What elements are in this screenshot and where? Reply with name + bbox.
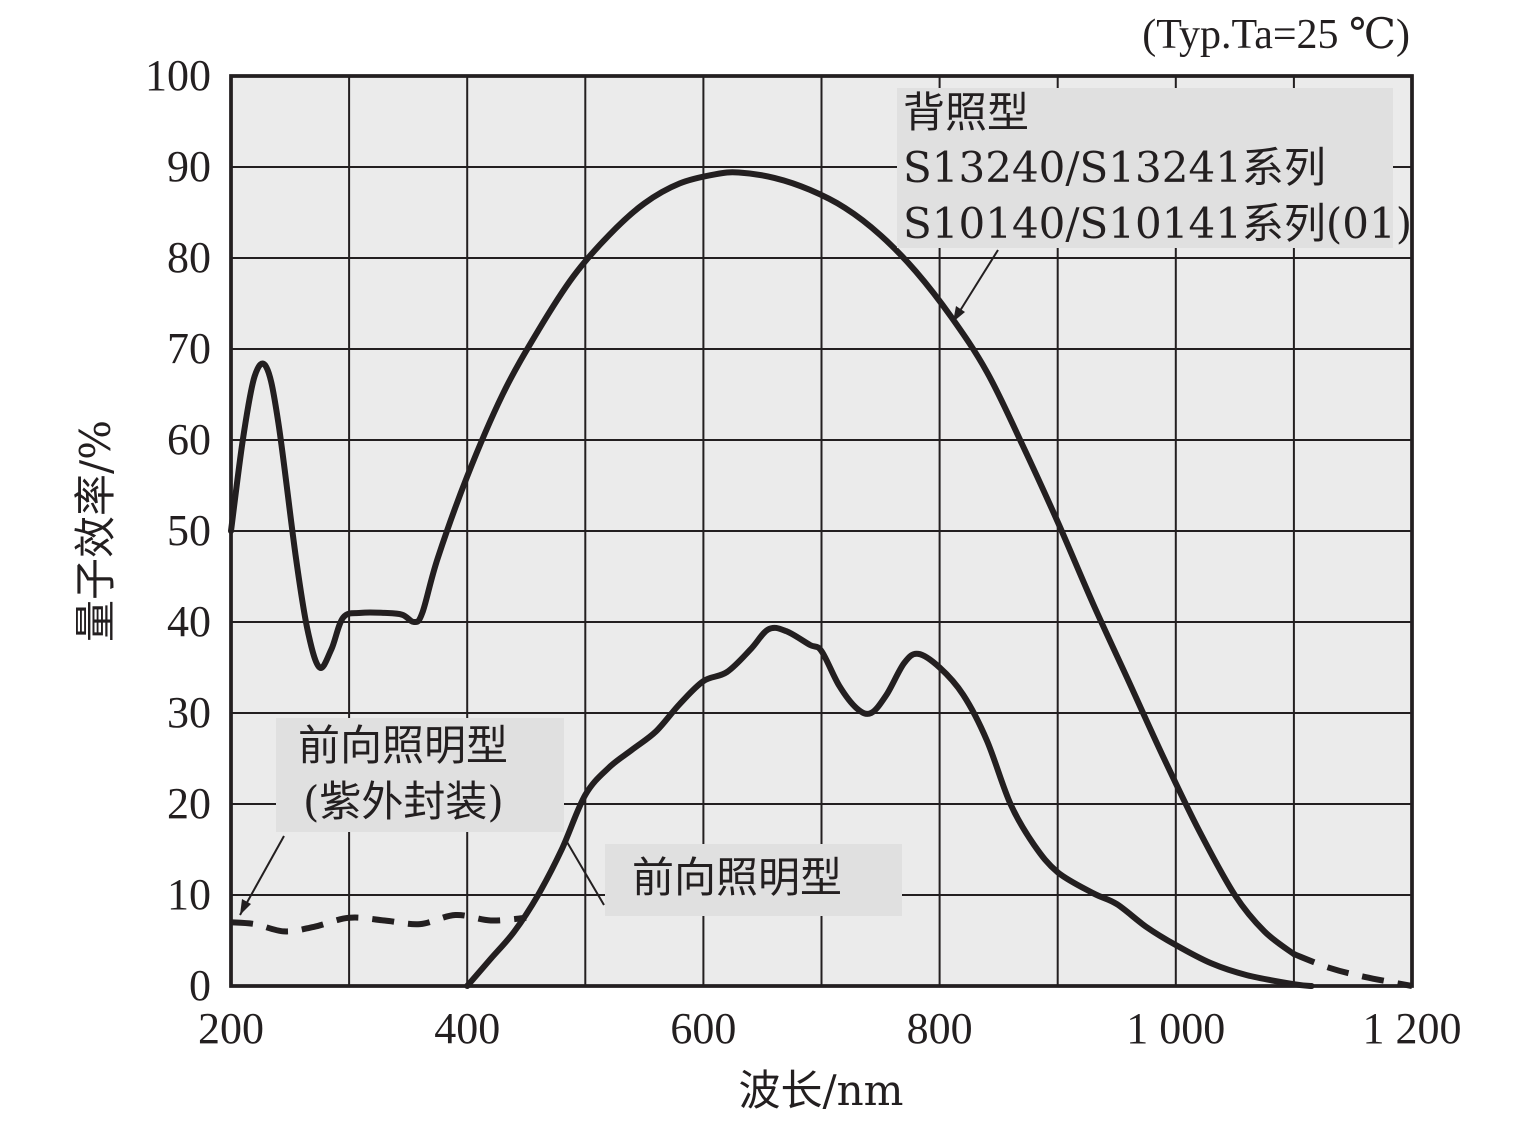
x-tick-label: 1 000 xyxy=(1126,1004,1225,1053)
x-axis-title: 波长/nm xyxy=(738,1066,903,1115)
annotation-back-line-1: 背照型 xyxy=(903,88,1029,137)
leader-front-uv xyxy=(239,835,285,916)
annotation-front-line-1: 前向照明型 xyxy=(632,853,842,902)
annotation-back-line-2: S13240/S13241系列 xyxy=(903,143,1326,192)
y-tick-label: 10 xyxy=(167,870,211,919)
series-line-back xyxy=(228,169,1297,958)
annotation-back-box xyxy=(897,88,1393,248)
x-tick-label: 600 xyxy=(670,1004,736,1053)
y-axis-title: 量子效率/% xyxy=(71,420,120,642)
y-tick-label: 90 xyxy=(167,142,211,191)
annotation-back-line-3: S10140/S10141系列(01) xyxy=(903,199,1412,248)
annotation-front-uv-line-2: (紫外封装) xyxy=(303,777,504,826)
y-tick-label: 70 xyxy=(167,324,211,373)
series-layer xyxy=(228,169,1413,989)
condition-note: (Typ.Ta=25 ℃) xyxy=(1142,12,1410,58)
leader-back-arrowhead xyxy=(953,306,965,322)
y-tick-label: 60 xyxy=(167,415,211,464)
y-tick-label: 40 xyxy=(167,597,211,646)
y-tick-label: 0 xyxy=(189,961,211,1010)
y-tick-label: 100 xyxy=(145,51,211,100)
y-tick-label: 50 xyxy=(167,506,211,555)
annotation-front-box xyxy=(605,844,902,916)
y-tick-label: 80 xyxy=(167,233,211,282)
y-tick-label: 30 xyxy=(167,688,211,737)
x-tick-labels: 200 400 600 800 1 000 1 200 xyxy=(198,1004,1462,1053)
series-line-front_uv xyxy=(230,911,527,935)
x-tick-label: 400 xyxy=(434,1004,500,1053)
y-tick-label: 20 xyxy=(167,779,211,828)
series-line-back_tail xyxy=(1292,951,1413,989)
annotation-front-uv-line-1: 前向照明型 xyxy=(298,721,508,770)
annotation-front-uv-box xyxy=(276,718,564,832)
y-tick-labels: 0 10 20 30 40 50 60 70 80 90 100 xyxy=(145,51,211,1010)
series-line-front xyxy=(464,624,1315,989)
leader-front xyxy=(566,841,605,906)
x-tick-label: 1 200 xyxy=(1363,1004,1462,1053)
x-tick-label: 200 xyxy=(198,1004,264,1053)
x-tick-label: 800 xyxy=(907,1004,973,1053)
leader-front-uv-arrowhead xyxy=(240,899,251,915)
